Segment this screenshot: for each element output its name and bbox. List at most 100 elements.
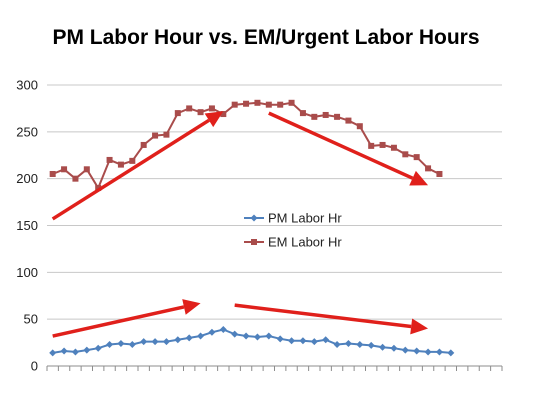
data-point <box>49 170 56 177</box>
arrow-shaft <box>268 111 414 180</box>
data-point <box>334 113 341 120</box>
data-point <box>231 330 239 338</box>
legend-item: PM Labor Hr <box>244 211 342 226</box>
data-point <box>61 166 68 173</box>
data-point <box>413 154 420 161</box>
data-point <box>254 99 261 106</box>
trend-arrow <box>268 111 429 186</box>
data-point <box>310 338 318 346</box>
data-point <box>185 334 193 342</box>
data-point <box>106 340 114 348</box>
data-point <box>288 337 296 345</box>
data-point <box>253 333 261 341</box>
y-tick-label: 250 <box>16 124 38 139</box>
data-point <box>117 161 124 168</box>
data-point <box>390 144 397 151</box>
y-tick-label: 300 <box>16 78 38 93</box>
data-point <box>401 346 409 354</box>
legend-label: EM Labor Hr <box>268 235 342 250</box>
data-point <box>447 349 455 357</box>
data-point <box>265 101 272 108</box>
data-point <box>356 123 363 130</box>
data-point <box>129 157 136 164</box>
y-tick-label: 200 <box>16 171 38 186</box>
data-point <box>152 132 159 139</box>
data-point <box>197 109 204 116</box>
legend-marker <box>250 214 258 222</box>
y-tick-label: 50 <box>24 312 38 327</box>
data-point <box>83 166 90 173</box>
plot-area <box>49 99 455 357</box>
data-point <box>277 101 284 108</box>
data-point <box>117 340 125 348</box>
data-point <box>140 141 147 148</box>
data-point <box>83 346 91 354</box>
legend-label: PM Labor Hr <box>268 211 342 226</box>
data-point <box>276 335 284 343</box>
data-point <box>356 340 364 348</box>
data-point <box>72 175 79 182</box>
data-point <box>367 341 375 349</box>
data-point <box>128 340 136 348</box>
trend-arrow <box>234 303 429 335</box>
y-tick-label: 150 <box>16 218 38 233</box>
data-point <box>174 110 181 117</box>
data-point <box>186 105 193 112</box>
data-point <box>413 347 421 355</box>
y-tick-label: 0 <box>31 359 38 374</box>
series-2 <box>49 99 443 192</box>
trend-arrow <box>51 111 224 221</box>
legend: PM Labor Hr EM Labor Hr <box>244 211 342 250</box>
data-point <box>106 156 113 163</box>
data-point <box>243 100 250 107</box>
arrow-head <box>410 318 429 335</box>
grid <box>47 84 502 320</box>
y-tick-label: 100 <box>16 265 38 280</box>
data-point <box>288 99 295 106</box>
data-point <box>242 332 250 340</box>
data-point <box>436 170 443 177</box>
trend-arrow <box>52 299 201 338</box>
data-point <box>379 343 387 351</box>
data-point <box>95 185 102 192</box>
data-point <box>197 332 205 340</box>
data-point <box>344 340 352 348</box>
arrow-head <box>409 170 429 186</box>
data-point <box>162 338 170 346</box>
legend-marker <box>251 239 257 245</box>
data-point <box>60 347 68 355</box>
data-point <box>49 349 57 357</box>
data-point <box>299 110 306 117</box>
arrow-shaft <box>51 118 210 221</box>
data-point <box>368 142 375 149</box>
data-point <box>71 348 79 356</box>
data-point <box>425 165 432 172</box>
data-point <box>402 151 409 158</box>
data-point <box>163 131 170 138</box>
data-point <box>265 332 273 340</box>
series-line <box>52 328 451 354</box>
data-point <box>333 340 341 348</box>
data-point <box>140 338 148 346</box>
data-point <box>231 101 238 108</box>
data-point <box>322 336 330 344</box>
data-point <box>322 111 329 118</box>
data-point <box>379 141 386 148</box>
data-point <box>345 117 352 124</box>
data-point <box>151 338 159 346</box>
data-point <box>435 348 443 356</box>
annotations <box>51 111 429 338</box>
data-point <box>219 325 227 333</box>
chart-title: PM Labor Hour vs. EM/Urgent Labor Hours <box>52 26 479 49</box>
arrow-shaft <box>52 305 185 338</box>
arrow-head <box>204 111 224 128</box>
series-1 <box>49 325 455 357</box>
arrow-shaft <box>234 303 412 329</box>
data-point <box>424 348 432 356</box>
arrow-head <box>182 299 201 315</box>
data-point <box>94 344 102 352</box>
data-point <box>174 336 182 344</box>
data-point <box>220 111 227 118</box>
